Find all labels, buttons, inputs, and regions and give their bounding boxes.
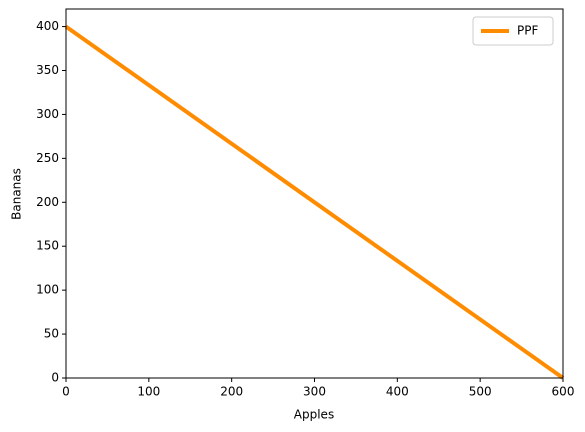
x-tick-label: 500 — [469, 385, 492, 399]
legend-label: PPF — [517, 24, 538, 38]
y-tick-label: 300 — [36, 107, 59, 121]
y-axis-label: Bananas — [10, 168, 24, 220]
x-tick-label: 300 — [303, 385, 326, 399]
series-line — [64, 24, 565, 380]
y-tick-label: 400 — [36, 19, 59, 33]
y-tick-label: 0 — [51, 371, 59, 385]
x-tick-label: 100 — [137, 385, 160, 399]
x-tick-label: 200 — [220, 385, 243, 399]
y-tick-label: 100 — [36, 283, 59, 297]
y-tick-label: 50 — [44, 327, 59, 341]
y-tick-label: 200 — [36, 195, 59, 209]
plot-frame — [65, 8, 564, 379]
x-tick-label: 600 — [552, 385, 575, 399]
y-tick-label: 350 — [36, 63, 59, 77]
x-axis-label: Apples — [294, 408, 334, 422]
y-tick-label: 250 — [36, 151, 59, 165]
x-tick-label: 0 — [62, 385, 70, 399]
x-tick-label: 400 — [386, 385, 409, 399]
legend-box — [472, 16, 554, 46]
y-tick-label: 150 — [36, 239, 59, 253]
